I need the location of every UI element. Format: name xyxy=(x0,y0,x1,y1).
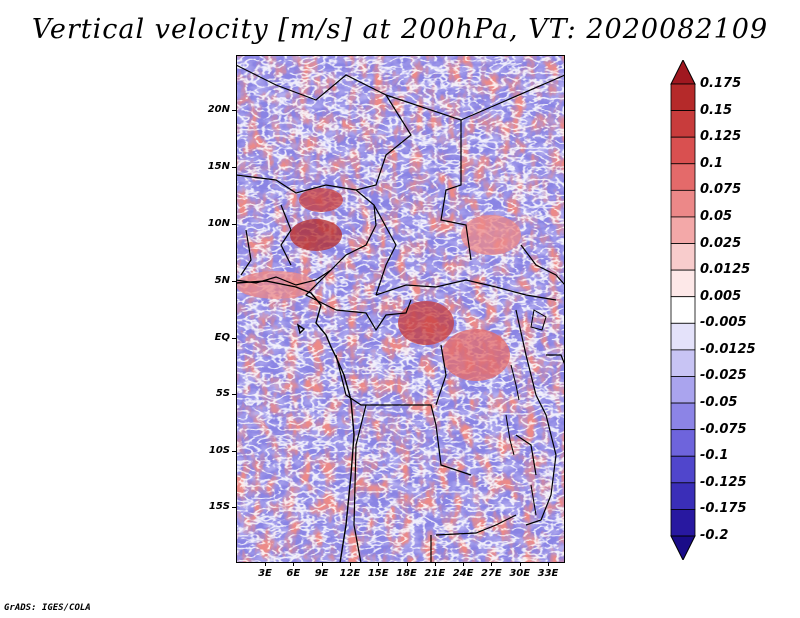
lon-label: 27E xyxy=(481,568,502,579)
lon-label: 15E xyxy=(367,568,389,579)
colorbar-bottom-arrow xyxy=(670,535,696,562)
colorbar-label: 0.125 xyxy=(700,129,742,145)
lat-label: 10N xyxy=(207,218,230,229)
lon-label: 6E xyxy=(286,568,301,579)
velocity-map xyxy=(235,55,566,564)
lat-tick xyxy=(232,224,236,225)
colorbar-label: 0.075 xyxy=(700,182,742,198)
lon-tick xyxy=(321,562,323,566)
lat-label: EQ xyxy=(214,332,230,343)
colorbar-label: -0.1 xyxy=(700,448,729,464)
colorbar-label: -0.005 xyxy=(700,315,747,331)
lat-tick xyxy=(232,338,236,339)
lon-tick xyxy=(293,562,295,566)
lon-tick xyxy=(491,562,493,566)
lon-label: 3E xyxy=(258,568,272,579)
lat-label: 5S xyxy=(215,388,230,399)
lat-label: 10S xyxy=(208,445,230,456)
colorbar-label: -0.2 xyxy=(700,528,729,543)
colorbar-swatch xyxy=(670,216,696,244)
colorbar-swatch xyxy=(670,349,696,377)
country-boundaries xyxy=(235,64,566,564)
colorbar-label: -0.0125 xyxy=(700,341,756,357)
colorbar-top-arrow xyxy=(670,58,696,85)
lon-tick xyxy=(519,562,521,566)
lat-label: 5N xyxy=(214,275,230,286)
lat-tick xyxy=(232,167,236,168)
lon-tick xyxy=(349,562,351,566)
colorbar-label: 0.0125 xyxy=(700,262,751,278)
colorbar-swatch xyxy=(670,136,696,165)
colorbar-swatch xyxy=(670,83,696,111)
colorbar-label: -0.175 xyxy=(700,501,747,517)
coastline xyxy=(235,280,355,564)
colorbar-label: -0.025 xyxy=(700,368,747,384)
colorbar-swatch xyxy=(670,189,696,218)
colorbar-swatch xyxy=(670,269,696,298)
colorbar xyxy=(670,58,696,562)
colorbar-swatch xyxy=(670,163,696,191)
lon-label: 30E xyxy=(509,568,531,579)
lat-tick xyxy=(232,281,236,282)
colorbar-swatch xyxy=(670,509,696,537)
lon-tick xyxy=(434,562,436,566)
lat-label: 15N xyxy=(207,161,230,172)
lon-label: 24E xyxy=(452,568,474,579)
lon-label: 33E xyxy=(537,568,559,579)
colorbar-label: 0.175 xyxy=(700,76,742,91)
convection-cells xyxy=(236,188,521,381)
lakes xyxy=(505,309,547,516)
lat-tick xyxy=(232,394,236,395)
colorbar-swatch xyxy=(670,296,696,324)
colorbar-swatch xyxy=(670,455,696,484)
lon-label: 18E xyxy=(396,568,417,579)
colorbar-label: 0.1 xyxy=(700,155,724,171)
lon-tick xyxy=(548,562,549,566)
lon-tick xyxy=(378,562,380,566)
lon-tick xyxy=(265,562,266,566)
lon-tick xyxy=(406,562,408,566)
lat-tick xyxy=(232,451,236,452)
lon-label: 9E xyxy=(314,568,329,579)
colorbar-swatch xyxy=(670,402,696,431)
colorbar-swatch xyxy=(670,429,696,457)
lon-label: 12E xyxy=(339,568,361,579)
colorbar-label: 0.005 xyxy=(700,288,742,304)
lon-tick xyxy=(463,562,465,566)
colorbar-label: -0.125 xyxy=(700,474,747,490)
colorbar-label: 0.025 xyxy=(700,235,742,251)
colorbar-label: -0.05 xyxy=(700,395,738,411)
colorbar-swatch xyxy=(670,243,696,271)
colorbar-swatch xyxy=(670,482,696,510)
lon-label: 21E xyxy=(424,568,446,579)
colorbar-swatch xyxy=(670,322,696,351)
lat-tick xyxy=(232,507,236,508)
map-title: Vertical velocity [m/s] at 200hPa, VT: 2… xyxy=(31,14,769,45)
grads-credit: GrADS: IGES/COLA xyxy=(4,603,91,613)
colorbar-label: 0.05 xyxy=(700,208,733,224)
colorbar-label: 0.15 xyxy=(700,102,733,118)
colorbar-label: -0.075 xyxy=(700,421,747,437)
colorbar-swatch xyxy=(670,376,696,404)
colorbar-swatch xyxy=(670,110,696,138)
lat-label: 20N xyxy=(207,104,230,115)
lat-tick xyxy=(232,110,236,111)
lat-label: 15S xyxy=(208,501,230,512)
